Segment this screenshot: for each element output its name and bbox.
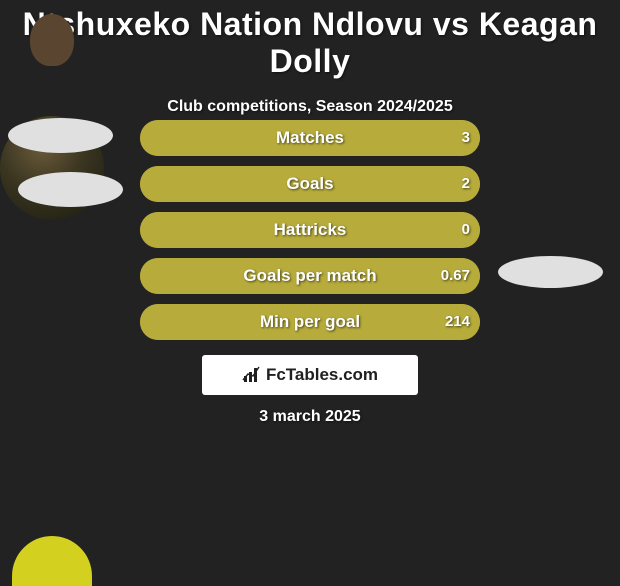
bar-value-right: 214 xyxy=(140,304,470,340)
stat-bar-row: Matches3 xyxy=(0,120,620,156)
stat-bar-row: Goals2 xyxy=(0,166,620,202)
bar-value-right: 0.67 xyxy=(140,258,470,294)
logo-text: FcTables.com xyxy=(266,365,378,385)
page-title: Ntshuxeko Nation Ndlovu vs Keagan Dolly xyxy=(0,0,620,80)
bar-value-right: 3 xyxy=(140,120,470,156)
bar-value-right: 2 xyxy=(140,166,470,202)
date-text: 3 march 2025 xyxy=(0,408,620,426)
stat-bar-row: Min per goal214 xyxy=(0,304,620,340)
chart-icon xyxy=(242,366,262,384)
stat-bar-row: Goals per match0.67 xyxy=(0,258,620,294)
subtitle: Club competitions, Season 2024/2025 xyxy=(0,98,620,116)
stat-bars: Matches3 Goals2 Hattricks0 Goals per match0… xyxy=(0,120,620,350)
logo-box: FcTables.com xyxy=(202,355,418,395)
stat-bar-row: Hattricks0 xyxy=(0,212,620,248)
bar-value-right: 0 xyxy=(140,212,470,248)
